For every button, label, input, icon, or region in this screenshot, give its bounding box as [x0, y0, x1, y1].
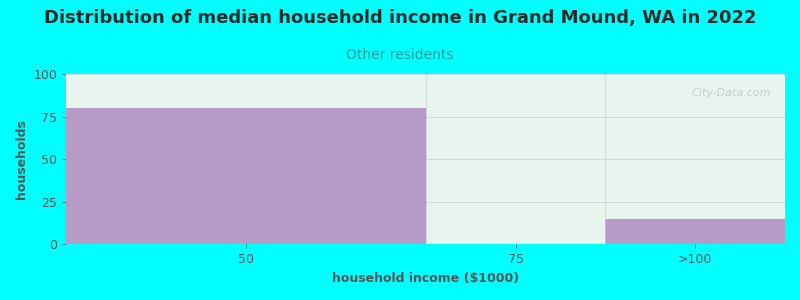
Y-axis label: households: households [15, 119, 28, 199]
X-axis label: household income ($1000): household income ($1000) [332, 272, 519, 285]
Text: Other residents: Other residents [346, 48, 454, 62]
Text: City-Data.com: City-Data.com [691, 88, 770, 98]
Text: Distribution of median household income in Grand Mound, WA in 2022: Distribution of median household income … [44, 9, 756, 27]
Bar [66, 108, 426, 244]
Bar [606, 219, 785, 244]
